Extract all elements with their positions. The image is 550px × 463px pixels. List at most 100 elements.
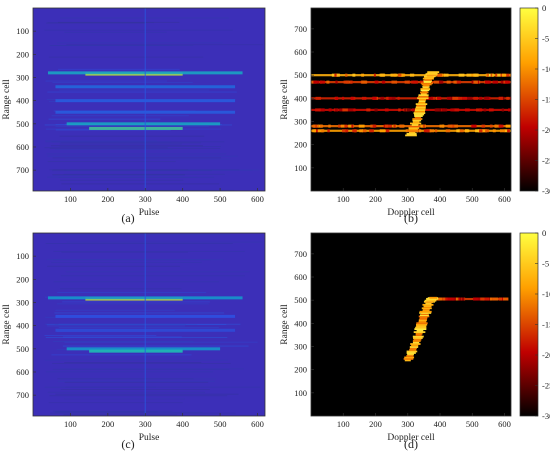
- band-speckle: [483, 108, 487, 112]
- band-speckle: [492, 129, 496, 133]
- band-speckle: [476, 108, 482, 112]
- band-speckle: [326, 80, 330, 84]
- texture-streak: [60, 389, 210, 390]
- texture-streak: [53, 250, 245, 252]
- band-speckle: [492, 73, 495, 77]
- target-streak: [421, 307, 432, 310]
- x-tick-label: 400: [434, 194, 447, 204]
- target-streak: [418, 320, 427, 323]
- band-speckle: [445, 297, 449, 301]
- target-streak: [413, 331, 426, 334]
- band-speckle: [479, 96, 483, 100]
- texture-streak: [64, 362, 202, 363]
- vertical-line: [144, 233, 146, 416]
- target-streak: [407, 130, 419, 132]
- texture-streak: [44, 335, 157, 336]
- band-speckle: [362, 129, 367, 133]
- band-speckle: [492, 297, 499, 301]
- target-streak: [409, 349, 417, 351]
- heatmap-area: [44, 233, 264, 416]
- data-band: [66, 347, 221, 351]
- texture-streak: [64, 158, 231, 160]
- texture-streak: [50, 145, 203, 147]
- texture-streak: [44, 359, 229, 361]
- colorbar-tick-label: -30: [542, 411, 550, 421]
- target-streak: [423, 80, 432, 82]
- x-axis-label: Doppler cell: [387, 208, 435, 218]
- axes-frame: [32, 7, 266, 192]
- band-speckle: [506, 96, 510, 100]
- texture-streak: [48, 402, 183, 404]
- target-streak: [412, 119, 422, 122]
- band-speckle: [447, 297, 451, 301]
- band-speckle: [509, 96, 511, 100]
- band-speckle: [450, 108, 455, 112]
- y-tick-label: 300: [16, 297, 29, 307]
- texture-streak: [47, 391, 205, 393]
- x-tick-label: 600: [251, 419, 264, 429]
- data-band: [311, 97, 511, 100]
- band-speckle: [391, 96, 396, 100]
- colorbar-tick-label: -5: [542, 259, 549, 269]
- texture-streak: [46, 153, 227, 155]
- x-axis-label: Pulse: [139, 433, 160, 443]
- band-speckle: [352, 73, 356, 77]
- band-speckle: [477, 297, 481, 301]
- y-tick-label: 200: [16, 274, 29, 284]
- texture-streak: [64, 398, 185, 400]
- target-streak: [413, 112, 426, 114]
- colorbar-tick-label: -15: [542, 95, 550, 105]
- band-speckle: [458, 129, 464, 133]
- panel-a: 100 200 300 400 500 600 100 200 300 400 500 600 700 P…: [2, 7, 266, 225]
- band-speckle: [436, 73, 443, 77]
- y-tick-label: 300: [294, 117, 307, 127]
- target-streak: [406, 352, 416, 354]
- band-speckle: [366, 108, 371, 112]
- band-speckle: [361, 80, 368, 84]
- target-streak: [411, 344, 419, 347]
- texture-streak: [54, 324, 198, 326]
- x-tick-label: 600: [498, 419, 511, 429]
- band-speckle: [506, 73, 510, 77]
- target-streak: [408, 127, 420, 129]
- texture-streak: [46, 22, 146, 24]
- texture-streak: [55, 129, 171, 131]
- vertical-line: [144, 8, 146, 191]
- target-streak: [427, 71, 440, 74]
- band-speckle: [442, 297, 446, 301]
- target-streak: [415, 106, 426, 109]
- target-streak: [408, 125, 421, 128]
- target-streak: [404, 359, 411, 362]
- axes-frame: [32, 232, 266, 417]
- x-tick-label: 300: [139, 419, 152, 429]
- texture-streak: [45, 140, 158, 142]
- band-speckle: [458, 73, 465, 77]
- texture-streak: [62, 301, 210, 303]
- target-streak: [418, 101, 426, 104]
- band-speckle: [471, 124, 477, 128]
- band-speckle: [458, 297, 462, 301]
- band-speckle: [319, 80, 325, 84]
- panel-caption: (a): [121, 211, 134, 225]
- y-axis-label: Range cell: [2, 79, 12, 120]
- texture-streak: [52, 362, 231, 364]
- x-tick-label: 200: [101, 419, 114, 429]
- target-streak: [423, 305, 432, 307]
- band-speckle: [490, 73, 494, 77]
- band-speckle: [473, 80, 478, 84]
- y-tick-label: 200: [294, 365, 307, 375]
- x-axis-label: Doppler cell: [387, 433, 435, 443]
- target-streak: [411, 124, 419, 126]
- x-tick-label: 200: [369, 419, 382, 429]
- texture-streak: [65, 271, 250, 273]
- colorbar-tick-label: -5: [542, 34, 549, 44]
- texture-streak: [54, 312, 225, 314]
- y-tick-label: 400: [294, 93, 307, 103]
- band-speckle: [429, 129, 435, 133]
- texture-streak: [47, 91, 237, 93]
- band-speckle: [446, 96, 452, 100]
- band-speckle: [343, 80, 349, 84]
- band-speckle: [419, 80, 424, 84]
- band-speckle: [439, 124, 445, 128]
- band-speckle: [423, 129, 430, 133]
